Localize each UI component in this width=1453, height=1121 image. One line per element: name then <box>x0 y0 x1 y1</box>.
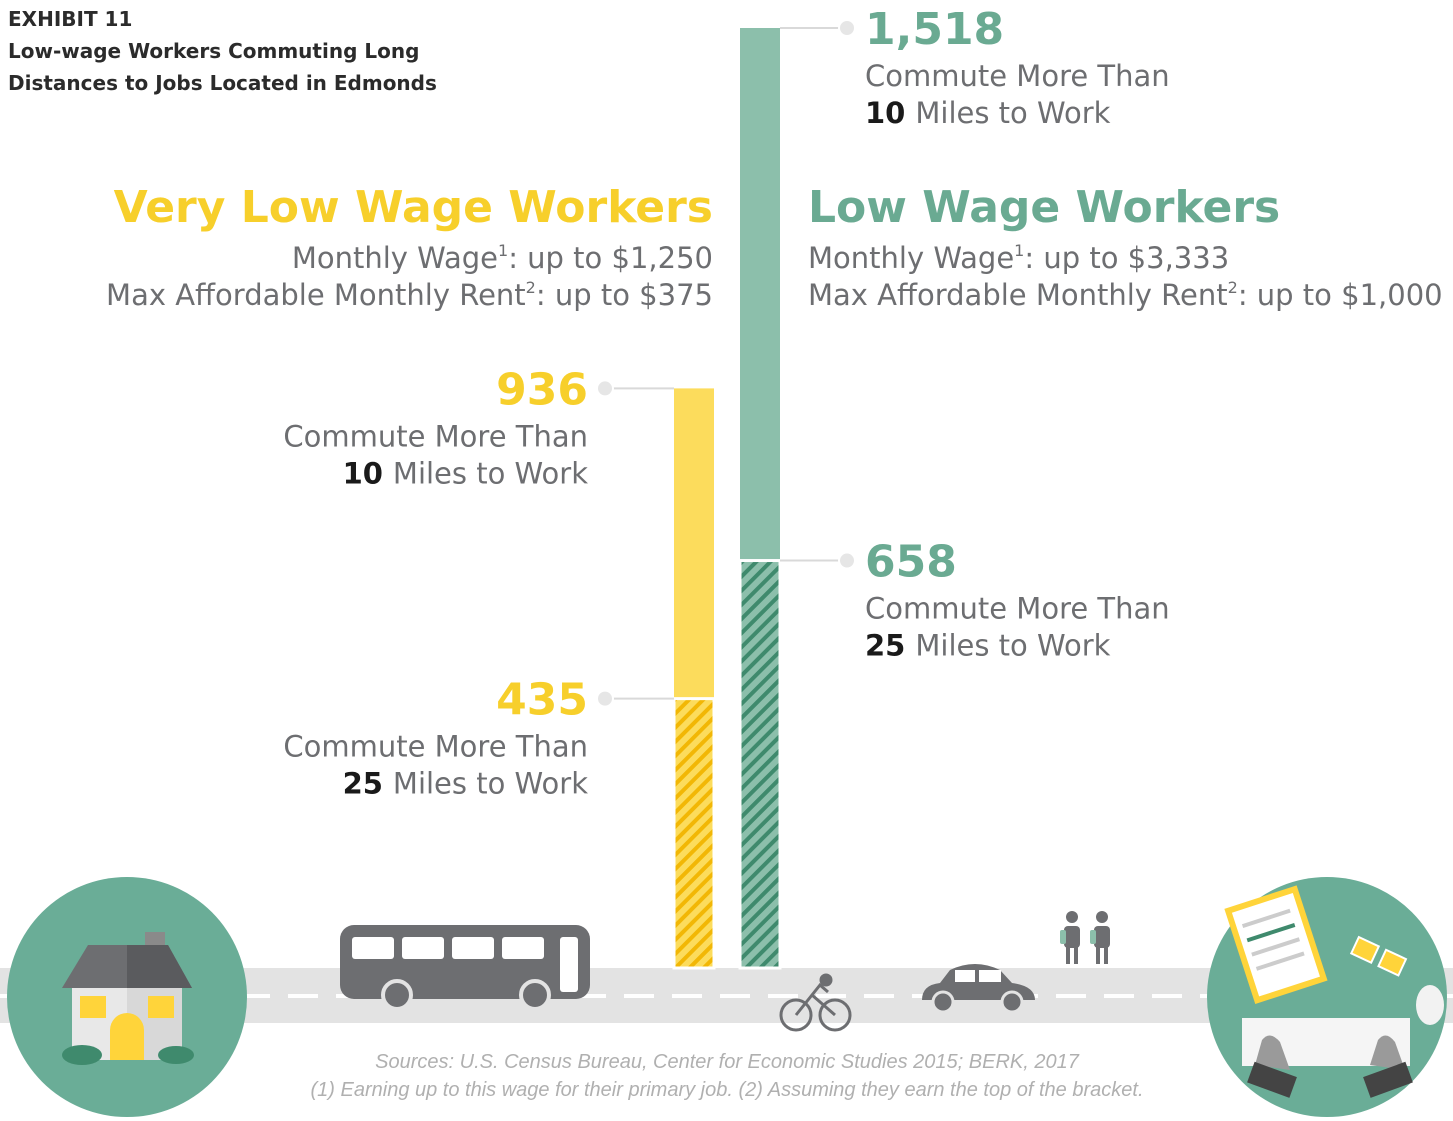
connector-dot <box>839 553 855 569</box>
rent-label: Max Affordable Monthly Rent <box>106 278 526 312</box>
notes: (1) Earning up to this wage for their pr… <box>311 1079 1144 1101</box>
connector-dot <box>597 691 613 707</box>
series-detail: Monthly Wage1: up to $1,250 <box>292 241 713 275</box>
caption-unit: Miles to Work <box>915 96 1110 130</box>
caption: 10 Miles to Work <box>865 96 1111 130</box>
category-label: 10 <box>343 456 383 490</box>
value-label: 658 <box>865 537 957 588</box>
pedestrian-icon <box>1060 911 1110 964</box>
rent-text: : up to $1,000 <box>1238 278 1443 312</box>
chart-subtitle: Low-wage Workers Commuting Long <box>8 39 419 63</box>
caption: Commute More Than <box>283 730 588 764</box>
bar-hatched <box>740 561 780 968</box>
caption: Commute More Than <box>865 59 1170 93</box>
caption-unit: Miles to Work <box>915 629 1110 663</box>
wage-note: 1 <box>498 241 508 260</box>
sources: Sources: U.S. Census Bureau, Center for … <box>375 1051 1080 1073</box>
chart-title: EXHIBIT 11 <box>8 7 132 31</box>
work-icon <box>1207 877 1447 1117</box>
value-label: 1,518 <box>865 4 1004 55</box>
wage-text: : up to $1,250 <box>508 241 713 275</box>
rent-note: 2 <box>1228 278 1238 297</box>
caption: 10 Miles to Work <box>343 456 589 490</box>
wage-label: Monthly Wage <box>808 241 1014 275</box>
category-label: 25 <box>343 767 383 801</box>
series-detail: Max Affordable Monthly Rent2: up to $1,0… <box>808 278 1443 312</box>
series-detail: Monthly Wage1: up to $3,333 <box>808 241 1229 275</box>
caption-unit: Miles to Work <box>393 456 588 490</box>
rent-note: 2 <box>526 278 536 297</box>
rent-text: : up to $375 <box>536 278 713 312</box>
value-label: 435 <box>496 675 588 726</box>
category-label: 25 <box>865 629 905 663</box>
caption: 25 Miles to Work <box>343 767 589 801</box>
wage-label: Monthly Wage <box>292 241 498 275</box>
category-label: 10 <box>865 96 905 130</box>
series-detail: Max Affordable Monthly Rent2: up to $375 <box>106 278 713 312</box>
bus-icon <box>340 925 590 1009</box>
series-name: Very Low Wage Workers <box>114 182 713 233</box>
wage-text: : up to $3,333 <box>1024 241 1229 275</box>
value-label: 936 <box>496 364 588 415</box>
rent-label: Max Affordable Monthly Rent <box>808 278 1228 312</box>
series-name: Low Wage Workers <box>808 182 1280 233</box>
connector-dot <box>839 20 855 36</box>
wage-note: 1 <box>1014 241 1024 260</box>
bar-hatched <box>674 699 714 968</box>
home-icon <box>7 877 247 1117</box>
caption: 25 Miles to Work <box>865 629 1111 663</box>
caption-unit: Miles to Work <box>393 767 588 801</box>
connector-dot <box>597 380 613 396</box>
chart-subtitle: Distances to Jobs Located in Edmonds <box>8 71 437 95</box>
caption: Commute More Than <box>865 592 1170 626</box>
caption: Commute More Than <box>283 419 588 453</box>
infographic: EXHIBIT 11 Low-wage Workers Commuting Lo… <box>0 0 1453 1121</box>
